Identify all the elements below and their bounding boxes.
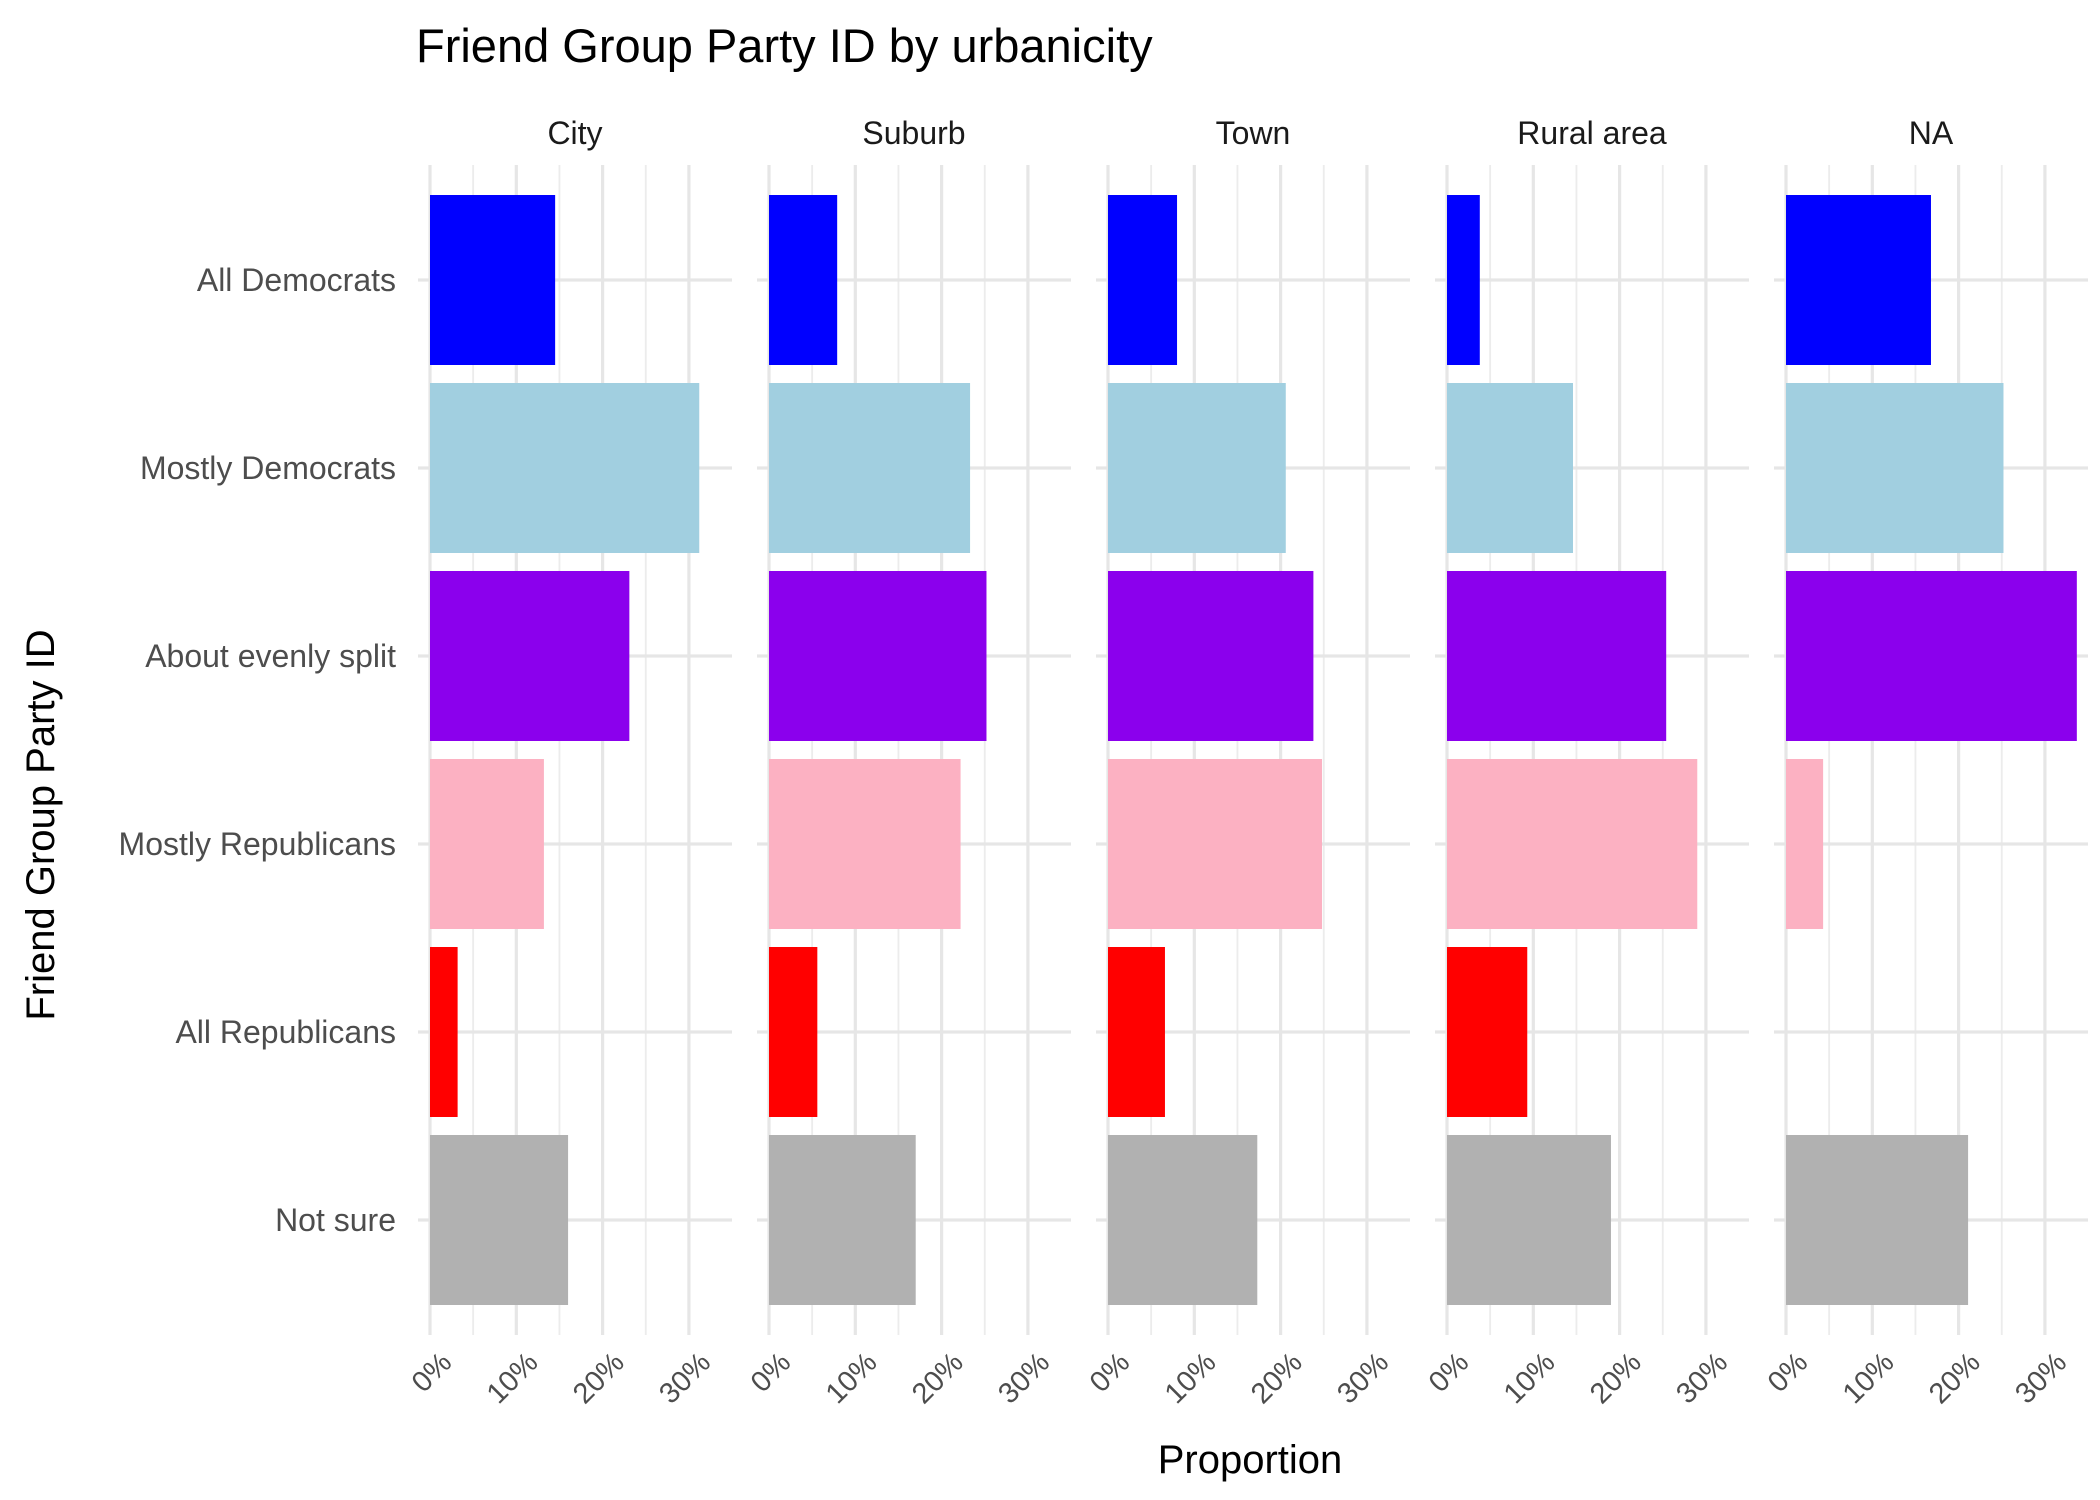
bar-rural-area-all-republicans [1447, 947, 1528, 1117]
bar-na-mostly-democrats [1786, 383, 2004, 553]
bar-city-all-republicans [430, 947, 458, 1117]
facet-label: City [547, 115, 602, 151]
facet-label: Town [1216, 115, 1291, 151]
bar-na-mostly-republicans [1786, 759, 1824, 929]
bar-rural-area-all-democrats [1447, 195, 1480, 365]
x-tick-label: 0% [1762, 1347, 1814, 1399]
facet-label: Suburb [862, 115, 965, 151]
x-tick-label: 0% [406, 1347, 458, 1399]
panel-city: City 0% 10% 20% 30% [406, 115, 732, 1410]
y-tick-label-mostly-republicans: Mostly Republicans [119, 826, 396, 862]
bar-town-mostly-democrats [1108, 383, 1286, 553]
x-tick-label: 30% [1670, 1347, 1734, 1411]
facet-label: Rural area [1517, 115, 1667, 151]
x-tick-label: 30% [1331, 1347, 1395, 1411]
x-tick-label: 30% [992, 1347, 1056, 1411]
bar-rural-area-mostly-republicans [1447, 759, 1698, 929]
x-tick-label: 0% [1084, 1347, 1136, 1399]
x-tick-label: 10% [1159, 1347, 1223, 1411]
y-tick-label-all-republicans: All Republicans [175, 1014, 396, 1050]
x-tick-label: 10% [1498, 1347, 1562, 1411]
x-axis-label: Proportion [1158, 1438, 1343, 1482]
x-tick-label: 20% [906, 1347, 970, 1411]
x-tick-label: 30% [653, 1347, 717, 1411]
bar-suburb-about-evenly-split [769, 571, 987, 741]
bar-suburb-all-republicans [769, 947, 818, 1117]
bar-rural-area-not-sure [1447, 1135, 1611, 1305]
bar-suburb-all-democrats [769, 195, 838, 365]
bar-rural-area-about-evenly-split [1447, 571, 1667, 741]
x-tick-label: 10% [481, 1347, 545, 1411]
bar-city-mostly-democrats [430, 383, 700, 553]
x-tick-label: 20% [1584, 1347, 1648, 1411]
bar-suburb-mostly-democrats [769, 383, 971, 553]
y-axis-label: Friend Group Party ID [19, 629, 63, 1020]
y-tick-label-all-democrats: All Democrats [197, 262, 396, 298]
panel-rural-area: Rural area 0% 10% 20% 30% [1423, 115, 1749, 1410]
bar-suburb-mostly-republicans [769, 759, 961, 929]
bar-city-not-sure [430, 1135, 569, 1305]
facet-panels: City 0% 10% 20% 30% Suburb 0% 10% 20% 30% Town 0% 10… [406, 115, 2088, 1410]
x-tick-label: 30% [2009, 1347, 2073, 1411]
bar-suburb-not-sure [769, 1135, 916, 1305]
y-tick-label-mostly-democrats: Mostly Democrats [140, 450, 396, 486]
x-tick-label: 20% [1245, 1347, 1309, 1411]
bar-na-about-evenly-split [1786, 571, 2077, 741]
y-tick-label-not-sure: Not sure [275, 1202, 396, 1238]
bar-rural-area-mostly-democrats [1447, 383, 1573, 553]
bar-city-about-evenly-split [430, 571, 630, 741]
bar-town-about-evenly-split [1108, 571, 1314, 741]
x-tick-label: 20% [1923, 1347, 1987, 1411]
x-tick-label: 10% [1837, 1347, 1901, 1411]
chart-title: Friend Group Party ID by urbanicity [416, 19, 1153, 72]
bar-na-all-democrats [1786, 195, 1931, 365]
x-tick-label: 0% [745, 1347, 797, 1399]
panel-town: Town 0% 10% 20% 30% [1084, 115, 1410, 1410]
bar-town-mostly-republicans [1108, 759, 1323, 929]
x-tick-label: 0% [1423, 1347, 1475, 1399]
facet-label: NA [1909, 115, 1954, 151]
bar-town-all-democrats [1108, 195, 1178, 365]
bar-city-mostly-republicans [430, 759, 544, 929]
bar-town-not-sure [1108, 1135, 1258, 1305]
y-axis-tick-labels: All Democrats Mostly Democrats About evenl… [119, 262, 397, 1238]
bar-city-all-democrats [430, 195, 556, 365]
x-tick-label: 10% [820, 1347, 884, 1411]
bar-na-not-sure [1786, 1135, 1969, 1305]
y-tick-label-about-evenly-split: About evenly split [145, 638, 396, 674]
bar-town-all-republicans [1108, 947, 1165, 1117]
panel-suburb: Suburb 0% 10% 20% 30% [745, 115, 1071, 1410]
x-tick-label: 20% [567, 1347, 631, 1411]
panel-na: NA 0% 10% 20% 30% [1762, 115, 2088, 1410]
